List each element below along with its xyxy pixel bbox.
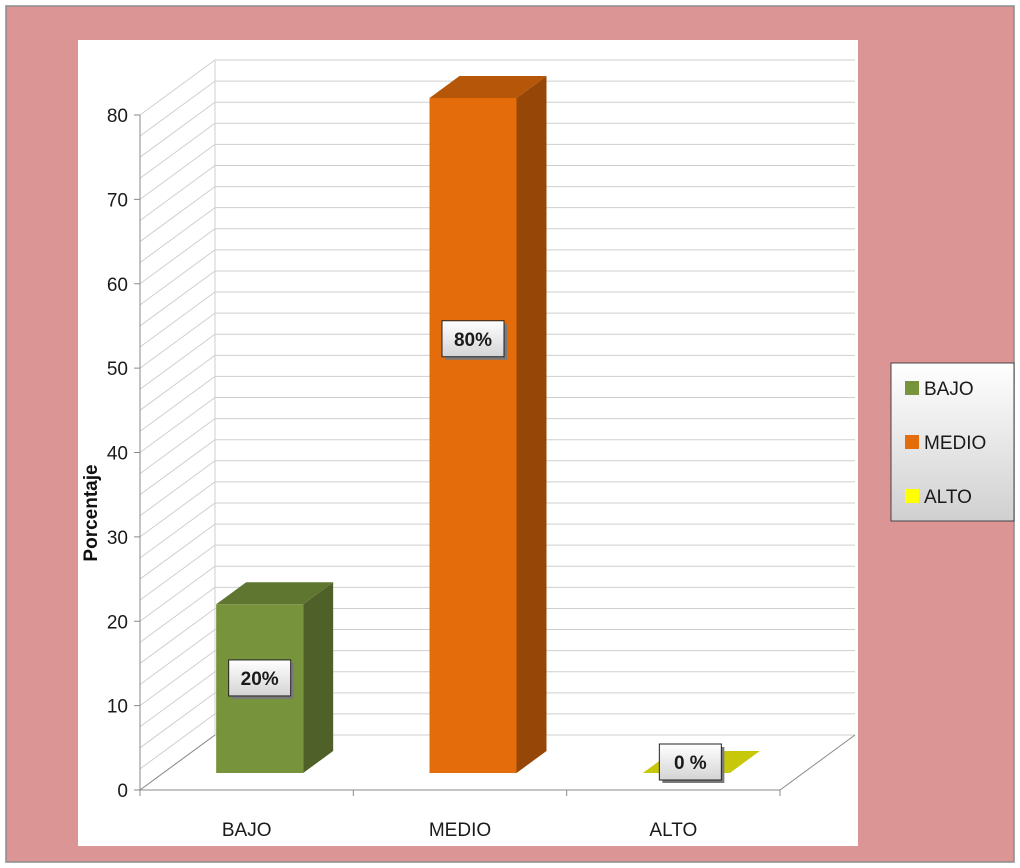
y-tick-label: 30 — [107, 528, 128, 549]
bar-side-face — [516, 76, 547, 773]
data-label-medio: 80% — [441, 320, 507, 360]
data-label-box — [228, 659, 292, 697]
bar-side-face — [303, 582, 334, 773]
data-label-box — [658, 743, 722, 781]
legend-item-medio: MEDIO — [905, 433, 986, 454]
legend-label: ALTO — [924, 487, 972, 508]
bar-top-face — [429, 76, 547, 98]
x-tick-label: BAJO — [222, 820, 272, 841]
legend: BAJO MEDIO ALTO — [890, 362, 1015, 522]
y-axis-title: Porcentaje — [81, 464, 102, 561]
legend-item-bajo: BAJO — [905, 379, 974, 400]
data-labels: 20% 80% 0 % — [228, 320, 725, 783]
data-label-text: 80% — [454, 330, 492, 351]
category-labels: BAJO MEDIO ALTO — [222, 820, 697, 841]
y-tick-label: 50 — [107, 359, 128, 380]
gridlines — [139, 59, 855, 791]
legend-swatch — [905, 381, 919, 395]
x-tick-label: ALTO — [649, 820, 697, 841]
legend-item-alto: ALTO — [905, 487, 972, 508]
legend-label: BAJO — [924, 379, 974, 400]
y-tick-label: 80 — [107, 106, 128, 127]
legend-swatch — [905, 435, 919, 449]
data-label-box — [441, 320, 505, 358]
y-tick-label: 60 — [107, 275, 128, 296]
y-tick-label: 10 — [107, 697, 128, 718]
legend-swatch — [905, 489, 919, 503]
floor-edge — [139, 734, 216, 791]
data-label-text: 20% — [241, 669, 279, 690]
y-tick-label: 70 — [107, 190, 128, 211]
bar-medio — [429, 76, 547, 773]
y-tick-label: 0 — [117, 781, 128, 802]
axes — [134, 114, 856, 796]
x-tick-label: MEDIO — [429, 820, 491, 841]
bar-front-face — [429, 98, 517, 773]
data-label-bajo: 20% — [228, 659, 294, 699]
y-tick-label: 20 — [107, 612, 128, 633]
bar-top-face — [216, 582, 334, 605]
data-label-alto: 0 % — [658, 743, 725, 783]
data-label-text: 0 % — [674, 753, 707, 774]
y-tick-labels: 0 10 20 30 40 50 60 70 80 — [107, 106, 128, 802]
legend-label: MEDIO — [924, 433, 986, 454]
y-tick-label: 40 — [107, 444, 128, 465]
